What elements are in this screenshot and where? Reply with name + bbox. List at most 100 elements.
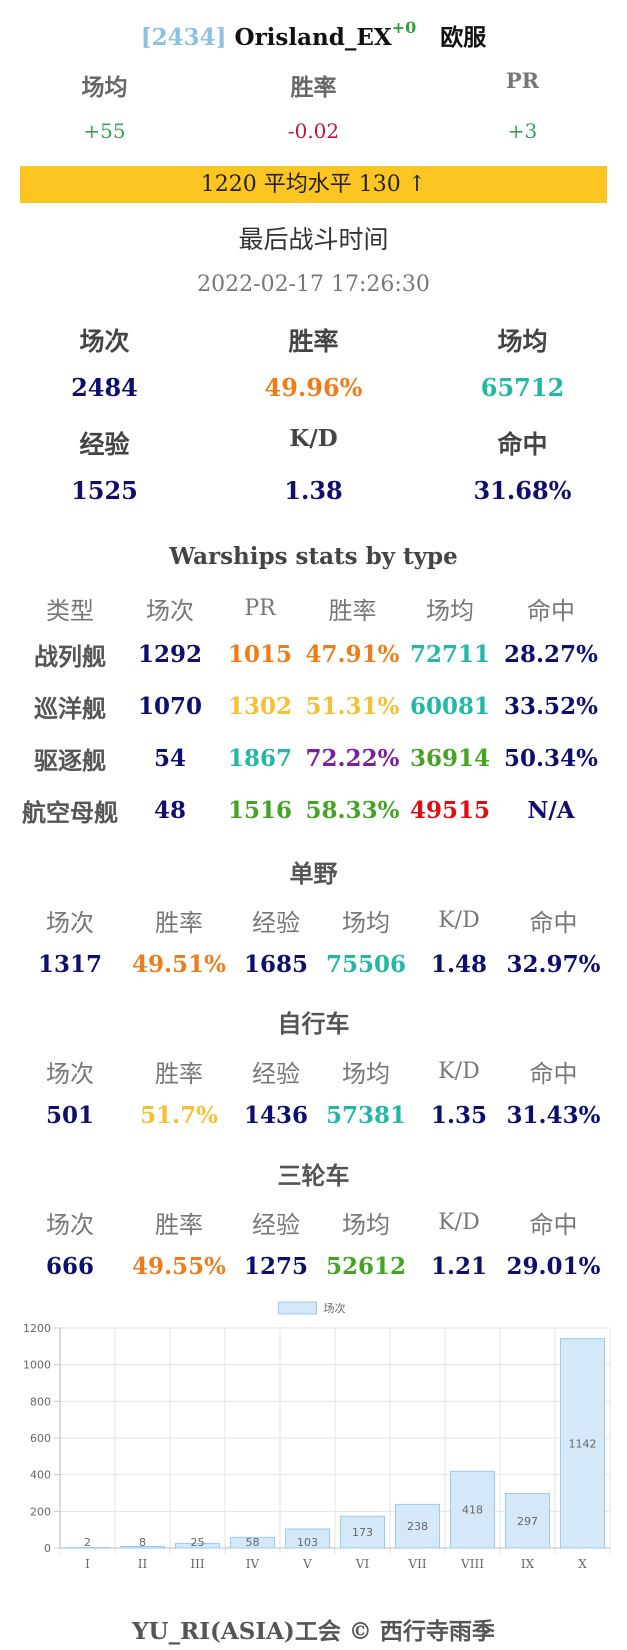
mode-duo-table: 场次 胜率 经验 场均 K/D 命中 501 51.7% 1436 57381 … bbox=[20, 1049, 607, 1137]
bar bbox=[65, 1547, 110, 1549]
overall-label-avg: 场均 bbox=[497, 327, 548, 356]
mode-trio-table: 场次 胜率 经验 场均 K/D 命中 666 49.55% 1275 52612… bbox=[20, 1200, 607, 1288]
rank-delta: +0 bbox=[391, 18, 417, 37]
overall-value-winrate: 49.96% bbox=[264, 373, 363, 402]
type-label: 航空母舰 bbox=[22, 797, 118, 827]
type-winrate: 72.22% bbox=[305, 744, 400, 772]
diff-value-pr: +3 bbox=[507, 119, 538, 143]
type-pr: 1516 bbox=[227, 796, 292, 824]
overall-row1-values: 2484 49.96% 65712 bbox=[0, 373, 627, 402]
bar-value-label: 297 bbox=[517, 1515, 538, 1528]
bar bbox=[285, 1528, 330, 1549]
mode-duo-title: 自行车 bbox=[277, 1009, 350, 1038]
type-avg: 72711 bbox=[409, 640, 491, 668]
mode-hit: 32.97% bbox=[506, 950, 601, 978]
type-label: 战列舰 bbox=[34, 641, 106, 671]
mode-solo-title: 单野 bbox=[289, 859, 338, 888]
type-winrate: 58.33% bbox=[305, 796, 400, 824]
col-header-kd: K/D bbox=[438, 1209, 480, 1235]
x-tick-label: I bbox=[85, 1557, 90, 1571]
mode-avg: 52612 bbox=[325, 1252, 407, 1280]
type-hit: N/A bbox=[527, 796, 575, 824]
overall-label-winrate: 胜率 bbox=[288, 327, 339, 356]
x-tick-label: III bbox=[190, 1557, 204, 1571]
mode-battles: 666 bbox=[45, 1252, 94, 1280]
by-type-table: 类型 场次 PR 胜率 场均 命中 战列舰 1292 1015 47.91% 7… bbox=[20, 588, 607, 836]
table-row: 巡洋舰 1070 1302 51.31% 60081 33.52% bbox=[20, 680, 607, 732]
mode-exp: 1436 bbox=[243, 1101, 308, 1129]
diff-label-avg: 场均 bbox=[81, 74, 128, 101]
x-tick-label: VII bbox=[407, 1557, 426, 1571]
mode-winrate: 49.51% bbox=[132, 950, 226, 978]
diff-value-winrate: -0.02 bbox=[287, 119, 340, 143]
col-header-avg: 场均 bbox=[426, 596, 474, 625]
type-winrate: 51.31% bbox=[305, 692, 400, 720]
mode-hit: 29.01% bbox=[506, 1252, 601, 1280]
mode-avg: 75506 bbox=[325, 950, 407, 978]
x-tick-label: II bbox=[138, 1557, 148, 1571]
col-header-winrate: 胜率 bbox=[155, 1210, 203, 1239]
x-tick-label: V bbox=[302, 1557, 312, 1571]
diff-values: +55 -0.02 +3 bbox=[0, 119, 627, 143]
type-winrate: 47.91% bbox=[305, 640, 400, 668]
table-row: 驱逐舰 54 1867 72.22% 36914 50.34% bbox=[20, 732, 607, 784]
mode-solo-table: 场次 胜率 经验 场均 K/D 命中 1317 49.51% 1685 7550… bbox=[20, 898, 607, 986]
col-header-winrate: 胜率 bbox=[328, 596, 377, 625]
col-header-hit: 命中 bbox=[529, 1059, 578, 1088]
type-pr: 1015 bbox=[227, 640, 292, 668]
bar-value-label: 1142 bbox=[569, 1437, 597, 1450]
y-tick-label: 600 bbox=[30, 1432, 51, 1445]
x-tick-label: IX bbox=[521, 1557, 535, 1571]
type-avg: 49515 bbox=[409, 796, 491, 824]
diff-value-avg: +55 bbox=[83, 119, 126, 143]
y-tick-label: 800 bbox=[30, 1395, 51, 1408]
diff-label-pr: PR bbox=[505, 68, 540, 93]
col-header-kd: K/D bbox=[438, 907, 480, 933]
tier-battles-chart: 场次 0 200 400 600 800 1000 1200 2 I 8 II 25 III 58 IV 103… bbox=[23, 1301, 611, 1571]
col-header-battles: 场次 bbox=[46, 1210, 94, 1239]
last-battle-label: 最后战斗时间 bbox=[238, 225, 389, 254]
pr-banner: 1220 平均水平 130 ↑ bbox=[20, 166, 607, 203]
mode-battles: 1317 bbox=[37, 950, 102, 978]
mode-kd: 1.48 bbox=[430, 950, 488, 978]
col-header-avg: 场均 bbox=[342, 908, 390, 937]
type-label: 巡洋舰 bbox=[34, 693, 106, 723]
type-hit: 28.27% bbox=[504, 640, 598, 668]
by-type-header-row: 类型 场次 PR 胜率 场均 命中 bbox=[20, 588, 607, 628]
table-row: 战列舰 1292 1015 47.91% 72711 28.27% bbox=[20, 628, 607, 680]
y-tick-label: 1200 bbox=[23, 1322, 51, 1335]
bar bbox=[560, 1338, 605, 1549]
mode-exp: 1275 bbox=[243, 1252, 308, 1280]
mode-kd: 1.35 bbox=[430, 1101, 488, 1129]
overall-value-kd: 1.38 bbox=[284, 476, 343, 505]
mode-exp: 1685 bbox=[243, 950, 308, 978]
table-row: 1317 49.51% 1685 75506 1.48 32.97% bbox=[20, 942, 607, 986]
type-avg: 60081 bbox=[409, 692, 491, 720]
diff-label-winrate: 胜率 bbox=[290, 74, 337, 101]
col-header-battles: 场次 bbox=[46, 908, 94, 937]
col-header-hit: 命中 bbox=[527, 596, 575, 625]
col-header-hit: 命中 bbox=[529, 1210, 578, 1239]
bar bbox=[120, 1546, 165, 1549]
mode-trio-title: 三轮车 bbox=[277, 1161, 350, 1190]
overall-value-battles: 2484 bbox=[71, 373, 138, 402]
col-header-exp: 经验 bbox=[252, 1059, 300, 1088]
x-tick-label: VIII bbox=[460, 1557, 484, 1571]
bar bbox=[340, 1515, 385, 1549]
type-pr: 1867 bbox=[227, 744, 292, 772]
player-name: Orisland_EX bbox=[234, 24, 392, 51]
col-header-exp: 经验 bbox=[252, 1210, 300, 1239]
type-battles: 1070 bbox=[137, 692, 202, 720]
bar-value-label: 8 bbox=[139, 1536, 146, 1549]
bar bbox=[395, 1503, 440, 1549]
bar-value-label: 418 bbox=[462, 1504, 483, 1517]
last-battle-time: 2022-02-17 17:26:30 bbox=[197, 272, 430, 297]
y-tick-label: 400 bbox=[30, 1469, 51, 1482]
server-label: 欧服 bbox=[440, 24, 487, 51]
player-title: [2434] Orisland_EX+0 欧服 bbox=[0, 18, 627, 52]
type-pr: 1302 bbox=[227, 692, 292, 720]
by-type-title: Warships stats by type bbox=[169, 543, 458, 570]
footer-credit: YU_RI(ASIA)工会 © 西行寺雨季 bbox=[132, 1618, 495, 1645]
col-header-battles: 场次 bbox=[46, 1059, 94, 1088]
player-id: [2434] bbox=[140, 24, 227, 51]
